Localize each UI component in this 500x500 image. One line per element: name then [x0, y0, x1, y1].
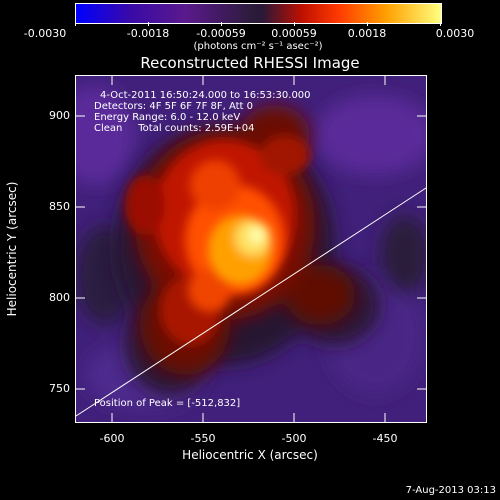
heatmap-image	[75, 75, 426, 422]
x-ticks	[111, 76, 386, 422]
x-tick-label: -450	[372, 432, 398, 445]
info-time-range: 4-Oct-2011 16:50:24.000 to 16:53:30.000	[100, 90, 311, 101]
x-tick-label: -550	[190, 432, 216, 445]
peak-position-text: Position of Peak = [-512,832]	[94, 398, 241, 409]
y-ticks	[76, 115, 426, 390]
colorbar-tick-label: -0.00059	[196, 27, 246, 40]
colorbar-tick-label: 0.0030	[435, 27, 475, 40]
y-tick-label: 850	[49, 200, 70, 213]
info-block: 4-Oct-2011 16:50:24.000 to 16:53:30.000 …	[94, 90, 311, 134]
colorbar-tick-label: -0.0030	[23, 27, 67, 40]
colorbar-tick-label: -0.0018	[126, 27, 170, 40]
y-axis-label: Heliocentric Y (arcsec)	[5, 181, 19, 317]
footer-timestamp: 7-Aug-2013 03:13	[405, 485, 496, 496]
colorbar-tick-label: 0.0018	[347, 27, 387, 40]
colorbar-tick-label: 0.00059	[271, 27, 317, 40]
colorbar	[75, 3, 442, 24]
info-detectors: Detectors: 4F 5F 6F 7F 8F, Att 0	[94, 101, 254, 112]
info-clean-counts: Clean Total counts: 2.59E+04	[94, 123, 255, 134]
plot-title: Reconstructed RHESSI Image	[140, 54, 360, 72]
limb-line	[75, 187, 427, 417]
info-energy-range: Energy Range: 6.0 - 12.0 keV	[94, 112, 241, 123]
y-tick-label: 750	[49, 382, 70, 395]
colorbar-units-label: (photons cm⁻² s⁻¹ asec⁻²)	[193, 41, 323, 52]
y-tick-label: 900	[49, 109, 70, 122]
x-tick-label: -600	[99, 432, 125, 445]
x-tick-label: -500	[281, 432, 307, 445]
x-axis-label: Heliocentric X (arcsec)	[182, 448, 318, 462]
y-tick-label: 800	[49, 291, 70, 304]
